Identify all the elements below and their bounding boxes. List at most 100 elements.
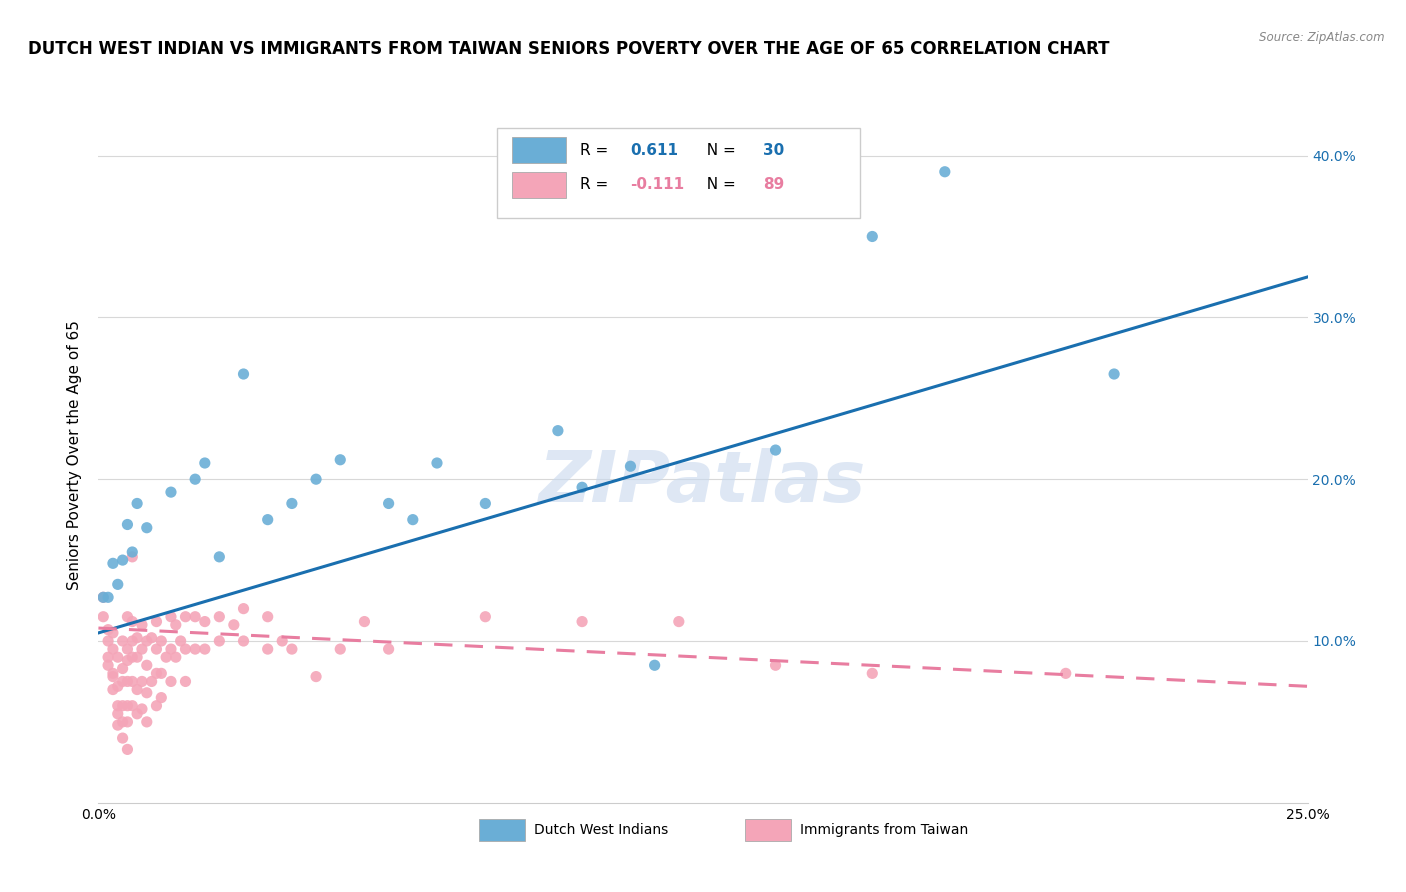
Point bbox=[160, 674, 183, 689]
Point bbox=[644, 658, 666, 673]
Point bbox=[117, 642, 139, 657]
Point bbox=[305, 472, 328, 486]
Point bbox=[174, 609, 197, 624]
Point bbox=[150, 666, 173, 681]
Point bbox=[135, 521, 157, 535]
Point bbox=[135, 686, 157, 700]
Point bbox=[117, 609, 139, 624]
Point bbox=[165, 617, 187, 632]
Text: -0.111: -0.111 bbox=[630, 178, 685, 193]
Text: 89: 89 bbox=[763, 178, 785, 193]
Point bbox=[174, 674, 197, 689]
Point bbox=[232, 634, 254, 648]
Point bbox=[107, 698, 129, 713]
Point bbox=[184, 472, 207, 486]
Point bbox=[107, 650, 129, 665]
Bar bbox=[512, 172, 567, 198]
Text: DUTCH WEST INDIAN VS IMMIGRANTS FROM TAIWAN SENIORS POVERTY OVER THE AGE OF 65 C: DUTCH WEST INDIAN VS IMMIGRANTS FROM TAI… bbox=[28, 40, 1109, 58]
Point bbox=[111, 553, 134, 567]
Point bbox=[111, 661, 134, 675]
Point bbox=[111, 634, 134, 648]
Point bbox=[329, 642, 352, 657]
Point bbox=[765, 443, 787, 458]
Point bbox=[194, 456, 217, 470]
Point bbox=[377, 496, 399, 510]
Text: N =: N = bbox=[697, 143, 741, 158]
Point bbox=[131, 617, 153, 632]
Point bbox=[97, 634, 120, 648]
Point bbox=[135, 714, 157, 729]
Point bbox=[121, 674, 143, 689]
Point bbox=[934, 165, 956, 179]
Point bbox=[571, 615, 593, 629]
Point bbox=[232, 601, 254, 615]
Point bbox=[91, 591, 114, 605]
Bar bbox=[512, 137, 567, 163]
Point bbox=[765, 658, 787, 673]
Point bbox=[668, 615, 690, 629]
Point bbox=[121, 698, 143, 713]
Point bbox=[121, 545, 143, 559]
Point bbox=[91, 609, 114, 624]
Point bbox=[121, 634, 143, 648]
Y-axis label: Seniors Poverty Over the Age of 65: Seniors Poverty Over the Age of 65 bbox=[67, 320, 83, 590]
Point bbox=[101, 682, 124, 697]
Point bbox=[256, 513, 278, 527]
Point bbox=[117, 698, 139, 713]
Point bbox=[474, 496, 496, 510]
Point bbox=[1054, 666, 1077, 681]
FancyBboxPatch shape bbox=[498, 128, 860, 219]
Point bbox=[184, 609, 207, 624]
Point bbox=[97, 650, 120, 665]
Point bbox=[97, 658, 120, 673]
Point bbox=[131, 702, 153, 716]
Point bbox=[160, 642, 183, 657]
Point bbox=[127, 496, 149, 510]
Point bbox=[194, 615, 217, 629]
Point bbox=[256, 642, 278, 657]
Point bbox=[194, 642, 217, 657]
Point bbox=[117, 517, 139, 532]
Point bbox=[208, 634, 231, 648]
Text: Source: ZipAtlas.com: Source: ZipAtlas.com bbox=[1260, 31, 1385, 45]
Point bbox=[184, 642, 207, 657]
Point bbox=[141, 674, 163, 689]
Bar bbox=[479, 819, 526, 841]
Point bbox=[150, 690, 173, 705]
Point bbox=[127, 706, 149, 721]
Point bbox=[131, 674, 153, 689]
Point bbox=[232, 367, 254, 381]
Point bbox=[111, 674, 134, 689]
Point bbox=[169, 634, 191, 648]
Point bbox=[1102, 367, 1125, 381]
Point bbox=[256, 609, 278, 624]
Point bbox=[860, 229, 883, 244]
Point bbox=[377, 642, 399, 657]
Point bbox=[145, 666, 167, 681]
Point bbox=[208, 549, 231, 564]
Point bbox=[135, 634, 157, 648]
Point bbox=[141, 631, 163, 645]
Point bbox=[101, 642, 124, 657]
Point bbox=[547, 424, 569, 438]
Point bbox=[145, 642, 167, 657]
Point bbox=[101, 557, 124, 571]
Point bbox=[160, 485, 183, 500]
Text: Immigrants from Taiwan: Immigrants from Taiwan bbox=[800, 823, 967, 837]
Point bbox=[150, 634, 173, 648]
Point bbox=[101, 670, 124, 684]
Point bbox=[117, 742, 139, 756]
Point bbox=[107, 679, 129, 693]
Text: 0.611: 0.611 bbox=[630, 143, 679, 158]
Point bbox=[305, 670, 328, 684]
Point bbox=[107, 577, 129, 591]
Point bbox=[91, 591, 114, 605]
Point bbox=[127, 650, 149, 665]
Point bbox=[117, 714, 139, 729]
Point bbox=[107, 718, 129, 732]
Point bbox=[121, 615, 143, 629]
Point bbox=[145, 615, 167, 629]
Point bbox=[127, 682, 149, 697]
Point bbox=[127, 631, 149, 645]
Point bbox=[281, 496, 304, 510]
